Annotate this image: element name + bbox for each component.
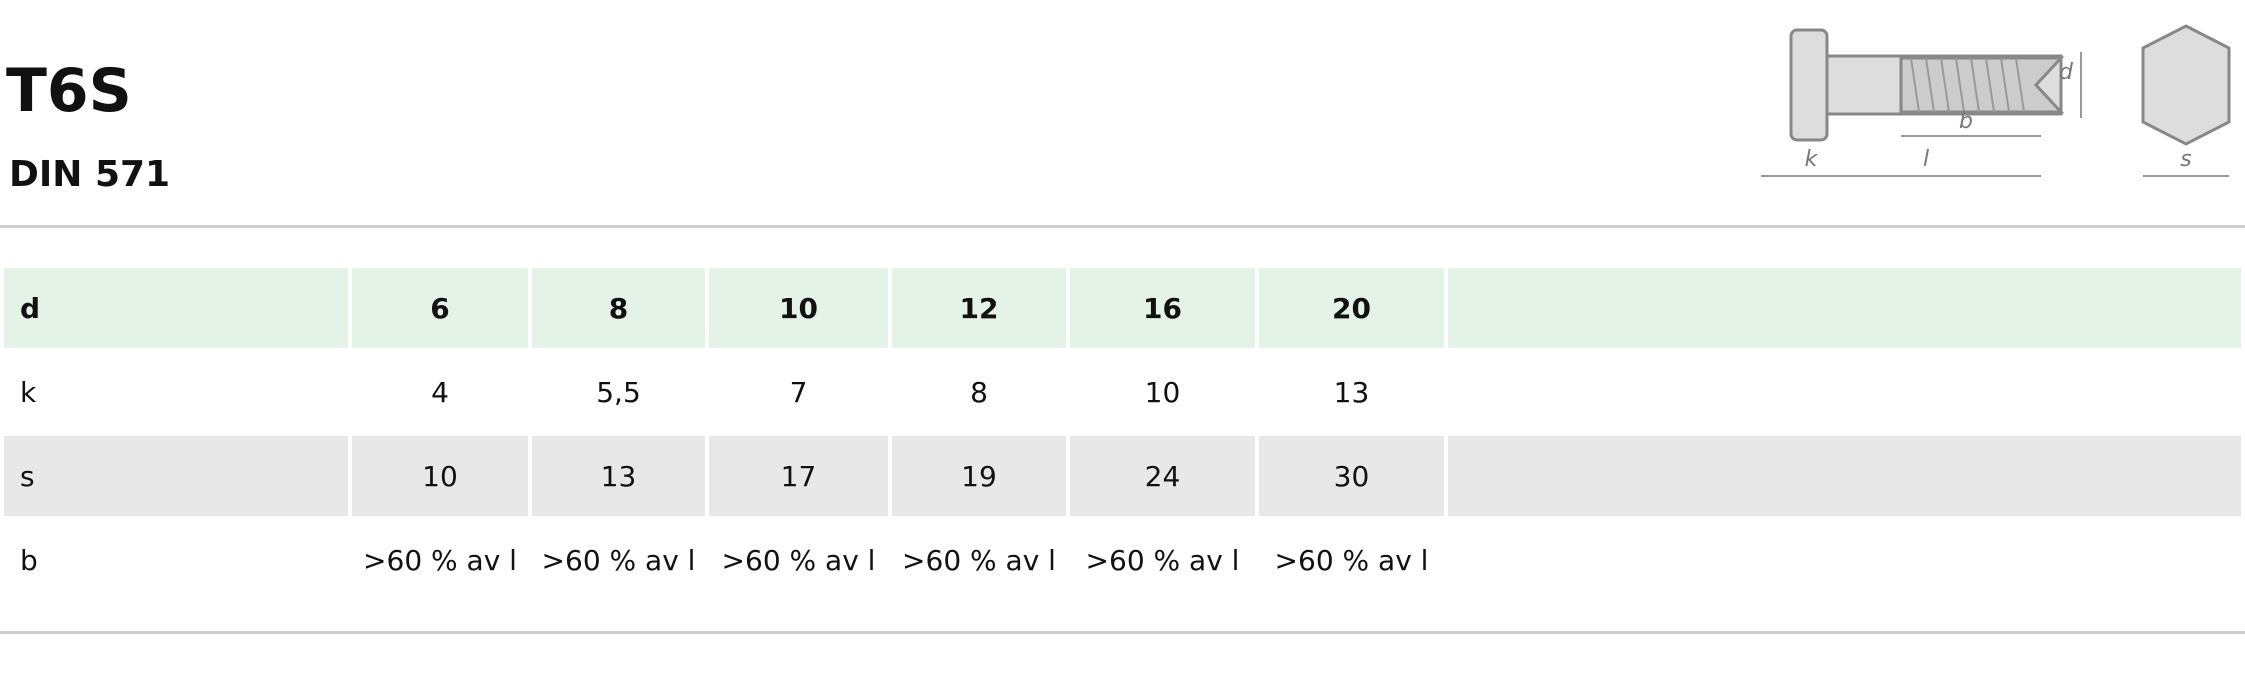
divider: [0, 225, 2245, 228]
table-cell: 13: [1333, 375, 1370, 409]
table-filler: [1448, 520, 2241, 600]
table-cell: 6: [352, 268, 528, 348]
title: T6S: [6, 56, 132, 126]
table-cell: >60 % av l: [541, 543, 696, 577]
table-cell: 8: [532, 268, 705, 348]
table-cell: >60 % av l: [363, 543, 517, 577]
label-d: d: [2059, 60, 2074, 85]
table-cell: k: [20, 375, 37, 409]
table-cell: 8: [970, 375, 988, 409]
table-cell: 16: [1070, 268, 1255, 348]
label-l: l: [1923, 147, 1929, 172]
table-cell: 12: [892, 268, 1066, 348]
table-cell: 30: [1259, 436, 1444, 516]
table-cell: >60 % av l: [1274, 543, 1429, 577]
table-cell: 5,5: [596, 375, 641, 409]
table-cell: 10: [352, 436, 528, 516]
label-b: b: [1959, 109, 1973, 134]
table-cell: >60 % av l: [1085, 543, 1240, 577]
table-cell: d: [4, 268, 348, 348]
table-cell: 24: [1070, 436, 1255, 516]
table-cell: 10: [709, 268, 888, 348]
table-cell: 13: [532, 436, 705, 516]
table-cell: 17: [709, 436, 888, 516]
divider: [0, 631, 2245, 634]
table-cell: s: [4, 436, 348, 516]
table-cell: 20: [1259, 268, 1444, 348]
table-filler: [1448, 436, 2241, 516]
table-filler: [1448, 352, 2241, 432]
label-k: k: [1805, 147, 1819, 172]
subtitle: DIN 571: [9, 154, 171, 195]
table-cell: 4: [431, 375, 449, 409]
label-s: s: [2180, 147, 2191, 172]
table-cell: b: [20, 543, 38, 577]
table-cell: 19: [892, 436, 1066, 516]
table-cell: >60 % av l: [902, 543, 1056, 577]
bolt-diagram: k l b d s: [1761, 24, 2231, 177]
table-cell: 7: [789, 375, 808, 409]
table-filler: [1448, 268, 2241, 348]
table-cell: >60 % av l: [721, 543, 876, 577]
spec-table: d 6 8 10 12 16 20 k 4 5,5 7 8 10 13 s 10 13 17 19 24 30 b >60 …: [4, 268, 2241, 600]
table-cell: 10: [1144, 375, 1181, 409]
